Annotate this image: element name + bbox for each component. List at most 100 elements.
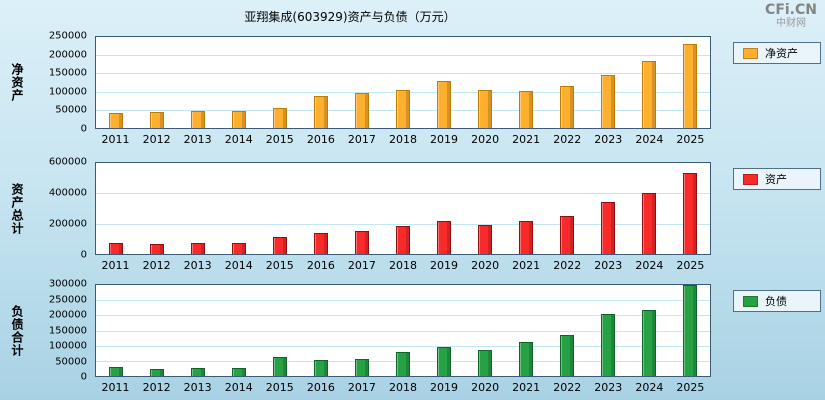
x-axis-label: 2012 xyxy=(142,381,171,394)
gridline xyxy=(96,300,710,302)
y-tick-label: 0 xyxy=(80,123,87,135)
bar-2022 xyxy=(559,86,574,128)
net-assets-chart: 净资产 0 50000 100000 150000 200000 250000 2011 2… xyxy=(0,31,825,154)
bar-2025 xyxy=(682,172,697,254)
bar-2013 xyxy=(191,242,206,254)
bar-slot xyxy=(424,163,465,254)
y-tick-label: 400000 xyxy=(48,187,87,199)
bar-slot xyxy=(505,285,546,376)
bar-2012 xyxy=(150,243,165,254)
page-title: 亚翔集成(603929)资产与负债（万元） xyxy=(244,10,456,24)
x-axis-label: 2016 xyxy=(306,381,335,394)
x-axis-label: 2024 xyxy=(635,259,664,272)
x-axis-label: 2012 xyxy=(142,133,171,146)
bar-slot xyxy=(587,37,628,128)
watermark-site: 中财网 xyxy=(776,18,807,30)
bar-slot xyxy=(301,37,342,128)
x-axis-label: 2019 xyxy=(430,259,459,272)
bar-2019 xyxy=(436,81,451,128)
x-axis-label: 2022 xyxy=(553,259,582,272)
y-axis-ticks: 0 50000 100000 150000 200000 250000 300000 xyxy=(24,279,90,383)
bar-2013 xyxy=(191,367,206,376)
bar-slot xyxy=(628,163,669,254)
bar-slot xyxy=(505,163,546,254)
bar-slot xyxy=(96,163,137,254)
x-axis-label: 2011 xyxy=(101,381,130,394)
x-axis-label: 2018 xyxy=(388,133,417,146)
x-axis-label: 2020 xyxy=(471,133,500,146)
bar-slot xyxy=(383,163,424,254)
bar-2012 xyxy=(150,112,165,128)
plot-area xyxy=(95,162,711,255)
x-axis-label: 2014 xyxy=(224,133,253,146)
bar-2016 xyxy=(314,359,329,376)
y-tick-label: 150000 xyxy=(48,67,87,79)
bar-slot xyxy=(464,163,505,254)
y-tick-label: 0 xyxy=(80,371,87,383)
bar-2023 xyxy=(600,314,615,376)
x-axis-label: 2011 xyxy=(101,133,130,146)
bar-slot xyxy=(587,163,628,254)
bar-slot xyxy=(546,285,587,376)
bar-2022 xyxy=(559,335,574,376)
x-axis-label: 2013 xyxy=(183,133,212,146)
bar-2016 xyxy=(314,232,329,254)
bar-2015 xyxy=(273,236,288,254)
bar-slot xyxy=(342,163,383,254)
bar-2022 xyxy=(559,216,574,254)
bar-slot xyxy=(383,37,424,128)
y-axis-title: 负债合计 xyxy=(10,304,24,357)
y-axis-ticks: 0 50000 100000 150000 200000 250000 xyxy=(24,31,90,135)
bar-slot xyxy=(260,37,301,128)
x-axis-label: 2023 xyxy=(594,381,623,394)
x-axis-label: 2023 xyxy=(594,259,623,272)
y-axis-title: 资产总计 xyxy=(10,182,24,235)
bar-2018 xyxy=(396,89,411,128)
bar-2011 xyxy=(109,113,124,128)
x-axis-label: 2013 xyxy=(183,381,212,394)
x-axis-label: 2023 xyxy=(594,133,623,146)
liabilities-chart: 负债合计 0 50000 100000 150000 200000 250000 30000… xyxy=(0,279,825,400)
legend-liabilities: 负债 xyxy=(733,290,821,312)
bar-slot xyxy=(137,285,178,376)
bar-2018 xyxy=(396,351,411,376)
bar-slot xyxy=(219,37,260,128)
bar-2025 xyxy=(682,44,697,128)
bar-2011 xyxy=(109,243,124,254)
x-axis-label: 2013 xyxy=(183,259,212,272)
y-tick-label: 50000 xyxy=(55,104,87,116)
bar-slot xyxy=(424,285,465,376)
bar-slot xyxy=(96,37,137,128)
y-tick-label: 100000 xyxy=(48,340,87,352)
gridline xyxy=(96,73,710,75)
bar-slot xyxy=(628,37,669,128)
bar-slot xyxy=(505,37,546,128)
total-assets-chart: 资产总计 0 200000 400000 600000 2011 2012 2013 201… xyxy=(0,157,825,280)
bar-slot xyxy=(464,37,505,128)
bar-2014 xyxy=(232,110,247,128)
x-axis-label: 2025 xyxy=(676,381,705,394)
x-axis-label: 2025 xyxy=(676,133,705,146)
x-axis-label: 2017 xyxy=(347,133,376,146)
bar-2016 xyxy=(314,96,329,128)
x-axis-label: 2024 xyxy=(635,133,664,146)
x-axis-label: 2018 xyxy=(388,381,417,394)
y-axis-title: 净资产 xyxy=(10,63,24,102)
legend-net-assets: 净资产 xyxy=(733,42,821,64)
y-tick-label: 100000 xyxy=(48,86,87,98)
bar-series xyxy=(96,163,710,254)
bar-2024 xyxy=(641,60,656,128)
bar-2014 xyxy=(232,242,247,254)
bar-2015 xyxy=(273,107,288,128)
bar-2015 xyxy=(273,357,288,376)
watermark: CFi.CN 中财网 xyxy=(765,2,817,30)
bar-slot xyxy=(342,37,383,128)
bar-slot xyxy=(669,285,710,376)
bar-2021 xyxy=(518,221,533,254)
bar-slot xyxy=(546,37,587,128)
y-tick-label: 0 xyxy=(80,249,87,261)
bar-slot xyxy=(301,163,342,254)
gridline xyxy=(96,345,710,347)
bar-slot xyxy=(219,163,260,254)
bar-2013 xyxy=(191,111,206,128)
